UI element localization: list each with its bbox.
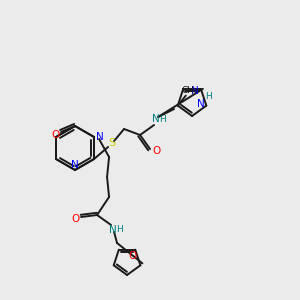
Text: S: S bbox=[109, 138, 116, 148]
Text: N: N bbox=[191, 86, 199, 96]
Text: N: N bbox=[96, 132, 104, 142]
Text: H: H bbox=[116, 224, 122, 233]
Text: N: N bbox=[71, 160, 79, 170]
Text: CH₃: CH₃ bbox=[182, 86, 198, 95]
Text: H: H bbox=[159, 116, 165, 124]
Text: O: O bbox=[52, 130, 60, 140]
Text: N: N bbox=[109, 225, 117, 235]
Text: O: O bbox=[152, 146, 160, 156]
Text: H: H bbox=[205, 92, 212, 101]
Text: N: N bbox=[152, 114, 160, 124]
Text: O: O bbox=[71, 214, 79, 224]
Text: N: N bbox=[197, 99, 205, 109]
Text: O: O bbox=[128, 251, 136, 261]
